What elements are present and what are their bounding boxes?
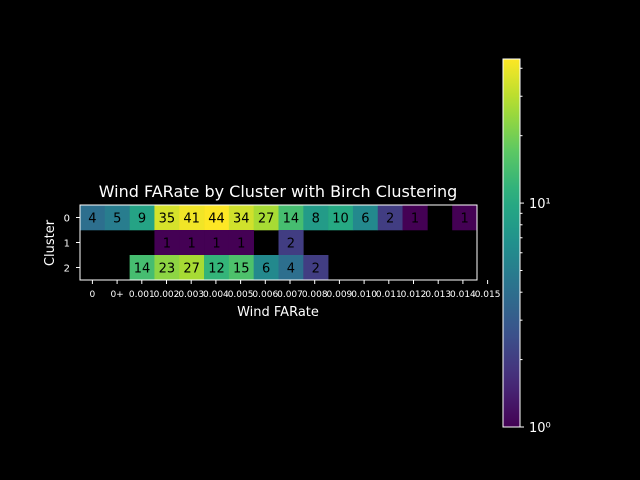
cell-value-label: 35 [159, 212, 176, 227]
x-tick-label: 0.003 [178, 290, 204, 300]
heatmap-cell [129, 255, 155, 281]
y-tick-label: 2 [64, 264, 70, 275]
x-tick-label: 0.012 [401, 290, 427, 300]
heatmap-cell [154, 255, 180, 281]
x-tick-label: 0.013 [425, 290, 451, 300]
colorbar-ticks: 10⁰ 10¹ [520, 67, 551, 436]
y-tick-label: 0 [64, 214, 70, 225]
cell-value-label: 1 [163, 237, 171, 252]
cell-value-label: 2 [312, 262, 320, 277]
heatmap-cell [402, 205, 428, 231]
heatmap-cell [278, 230, 304, 256]
cell-value-label: 14 [134, 262, 151, 277]
x-tick-label: 0 [90, 290, 96, 300]
heatmap-cell [452, 205, 478, 231]
cell-value-label: 4 [88, 212, 96, 227]
heatmap-cell [303, 205, 329, 231]
x-tick-label: 0.002 [154, 290, 180, 300]
x-tick-label: 0.009 [327, 290, 353, 300]
cell-value-label: 41 [183, 212, 200, 227]
cell-value-label: 2 [287, 237, 295, 252]
heatmap-cell [154, 205, 180, 231]
cell-value-label: 2 [386, 212, 394, 227]
heatmap-cell [179, 205, 205, 231]
colorbar-frame [502, 58, 521, 428]
x-tick-label: 0.014 [450, 290, 476, 300]
colorbar-tick-label: 10¹ [529, 197, 551, 212]
cell-value-label: 1 [188, 237, 196, 252]
heatmap-cell [204, 205, 230, 231]
cell-value-label: 6 [262, 262, 270, 277]
heatmap-cell [228, 255, 254, 281]
cell-value-label: 27 [258, 212, 275, 227]
x-axis-ticks: 0 0+ 0.0010.0020.0030.0040.0050.0060.0070.… [90, 280, 501, 300]
heatmap-cell [228, 205, 254, 231]
x-tick-label: 0.001 [129, 290, 155, 300]
cell-value-label: 1 [411, 212, 419, 227]
heatmap-cell [377, 205, 403, 231]
cell-value-label: 4 [287, 262, 295, 277]
colorbar [503, 59, 520, 427]
cell-value-label: 44 [208, 212, 225, 227]
colorbar-tick-label: 10⁰ [529, 421, 551, 436]
heatmap-cell [179, 230, 205, 256]
y-tick-label: 1 [64, 239, 70, 250]
cell-value-label: 1 [460, 212, 468, 227]
heatmap-cell [179, 255, 205, 281]
cell-value-label: 15 [233, 262, 250, 277]
heatmap-cell [104, 205, 130, 231]
x-tick-label: 0.007 [277, 290, 303, 300]
x-tick-label: 0.010 [351, 290, 377, 300]
cell-value-label: 27 [183, 262, 200, 277]
heatmap-cell [253, 255, 279, 281]
cell-value-label: 1 [212, 237, 220, 252]
x-axis-label: Wind FARate [237, 305, 319, 320]
cell-value-label: 6 [361, 212, 369, 227]
heatmap-cell [352, 205, 379, 231]
x-tick-label: 0.005 [228, 290, 254, 300]
heatmap-cell [303, 255, 329, 281]
heatmap-cell [328, 205, 354, 231]
heatmap-cell [129, 205, 155, 231]
heatmap-cell [228, 230, 254, 256]
heatmap-cell [278, 255, 304, 281]
x-tick-label: 0+ [110, 290, 123, 300]
x-tick-label: 0.011 [376, 290, 402, 300]
heatmap-cell-labels: 4 5 9 35 41 44 34 27 14 8 10 6 2 1 11 1 1 1 214 23 27 12 15 6 4 2 [88, 212, 468, 277]
heatmap-cell [80, 205, 106, 231]
heatmap-cell [204, 255, 230, 281]
cell-value-label: 12 [208, 262, 225, 277]
cell-value-label: 5 [113, 212, 121, 227]
chart-title: Wind FARate by Cluster with Birch Cluste… [99, 182, 458, 201]
cell-value-label: 9 [138, 212, 146, 227]
cell-value-label: 34 [233, 212, 250, 227]
x-tick-label: 0.008 [302, 290, 328, 300]
y-axis-ticks: 0 1 2 [64, 214, 80, 275]
cell-value-label: 8 [312, 212, 320, 227]
heatmap-cell [204, 230, 230, 256]
heatmap-cell [154, 230, 180, 256]
x-tick-label: 0.004 [203, 290, 229, 300]
cell-value-label: 10 [332, 212, 349, 227]
heatmap-cells [80, 205, 478, 281]
x-tick-label: 0.015 [475, 290, 501, 300]
cell-value-label: 1 [237, 237, 245, 252]
cell-value-label: 23 [159, 262, 176, 277]
cell-value-label: 14 [283, 212, 300, 227]
heatmap-cell [253, 205, 279, 231]
heatmap-cell [278, 205, 304, 231]
x-tick-label: 0.006 [252, 290, 278, 300]
y-axis-label: Cluster [43, 219, 58, 266]
